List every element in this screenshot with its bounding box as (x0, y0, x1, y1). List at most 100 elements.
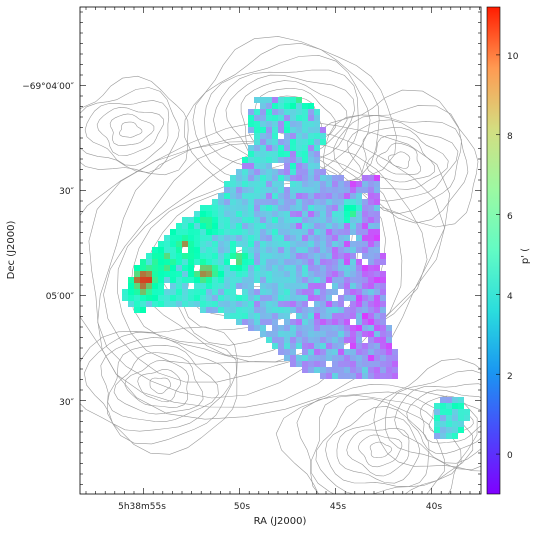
heatmap-cell (374, 325, 380, 331)
heatmap-cell (200, 271, 206, 277)
heatmap-cell (266, 265, 272, 271)
heatmap-cell (332, 253, 338, 259)
heatmap-cell (302, 187, 308, 193)
heatmap-cell (152, 253, 158, 259)
heatmap-cell (338, 361, 344, 367)
heatmap-cell (230, 187, 236, 193)
heatmap-cell (284, 295, 290, 301)
heatmap-cell (218, 223, 224, 229)
heatmap-cell (230, 301, 236, 307)
heatmap-cell (308, 217, 314, 223)
heatmap-cell (374, 265, 380, 271)
heatmap-cell (344, 313, 350, 319)
heatmap-cell (266, 109, 272, 115)
heatmap-cell (296, 127, 302, 133)
heatmap-cell (266, 199, 272, 205)
heatmap-cell (368, 289, 374, 295)
heatmap-cell (140, 295, 146, 301)
heatmap-cell (320, 295, 326, 301)
heatmap-cell (308, 163, 314, 169)
heatmap-cell (248, 265, 254, 271)
heatmap-cell (344, 325, 350, 331)
heatmap-cell (260, 109, 266, 115)
heatmap-cell (278, 229, 284, 235)
heatmap-cell (314, 361, 320, 367)
heatmap-cell (206, 301, 212, 307)
heatmap-cell (206, 241, 212, 247)
heatmap-cell (260, 187, 266, 193)
heatmap-cell (278, 253, 284, 259)
heatmap-cell (290, 139, 296, 145)
heatmap-cell (206, 229, 212, 235)
heatmap-cell (338, 337, 344, 343)
heatmap-cell (368, 337, 374, 343)
heatmap-cell (458, 409, 464, 415)
heatmap-cell (332, 247, 338, 253)
heatmap-cell (236, 253, 242, 259)
heatmap-cell (266, 181, 272, 187)
heatmap-cell (308, 265, 314, 271)
heatmap-cell (356, 301, 362, 307)
heatmap-cell (158, 247, 164, 253)
heatmap-cell (374, 301, 380, 307)
heatmap-cell (308, 337, 314, 343)
heatmap-cell (266, 169, 272, 175)
heatmap-cell (308, 169, 314, 175)
heatmap-cell (278, 277, 284, 283)
heatmap-cell (332, 313, 338, 319)
heatmap-cell (374, 223, 380, 229)
heatmap-cell (332, 319, 338, 325)
heatmap-cell (266, 259, 272, 265)
heatmap-cell (320, 319, 326, 325)
heatmap-cell (332, 241, 338, 247)
y-tick-label: 05′00″ (46, 292, 75, 302)
heatmap-cell (290, 235, 296, 241)
heatmap-cell (290, 223, 296, 229)
heatmap-cell (308, 253, 314, 259)
heatmap-cell (296, 361, 302, 367)
heatmap-cell (344, 241, 350, 247)
heatmap-cell (344, 181, 350, 187)
heatmap-cell (284, 235, 290, 241)
heatmap-cell (320, 241, 326, 247)
heatmap-cell (440, 397, 446, 403)
heatmap-cell (206, 205, 212, 211)
heatmap-cell (176, 247, 182, 253)
heatmap-cell (284, 289, 290, 295)
heatmap-cell (152, 277, 158, 283)
heatmap-cell (176, 235, 182, 241)
heatmap-cell (356, 355, 362, 361)
heatmap-cell (290, 361, 296, 367)
heatmap-cell (170, 247, 176, 253)
heatmap-cell (314, 205, 320, 211)
heatmap-cell (254, 205, 260, 211)
heatmap-cell (332, 301, 338, 307)
heatmap-cell (200, 259, 206, 265)
heatmap-cell (254, 295, 260, 301)
heatmap-cell (368, 235, 374, 241)
heatmap-cell (164, 301, 170, 307)
heatmap-cell (224, 205, 230, 211)
heatmap-cell (386, 355, 392, 361)
heatmap-cell (266, 301, 272, 307)
heatmap-cell (224, 187, 230, 193)
heatmap-cell (440, 421, 446, 427)
heatmap-cell (434, 433, 440, 439)
contour-line (336, 416, 421, 484)
heatmap-cell (134, 277, 140, 283)
heatmap-cell (338, 259, 344, 265)
heatmap-cell (350, 361, 356, 367)
heatmap-cell (344, 187, 350, 193)
x-tick-label: 40s (426, 502, 442, 512)
heatmap-cell (206, 259, 212, 265)
heatmap-cell (242, 229, 248, 235)
heatmap-cell (290, 241, 296, 247)
heatmap-cell (332, 331, 338, 337)
colorbar-tick-label: 10 (507, 52, 519, 62)
heatmap-cell (266, 187, 272, 193)
heatmap-cell (332, 217, 338, 223)
heatmap-cell (350, 307, 356, 313)
heatmap-cell (290, 265, 296, 271)
heatmap-cell (344, 253, 350, 259)
heatmap-cell (254, 265, 260, 271)
